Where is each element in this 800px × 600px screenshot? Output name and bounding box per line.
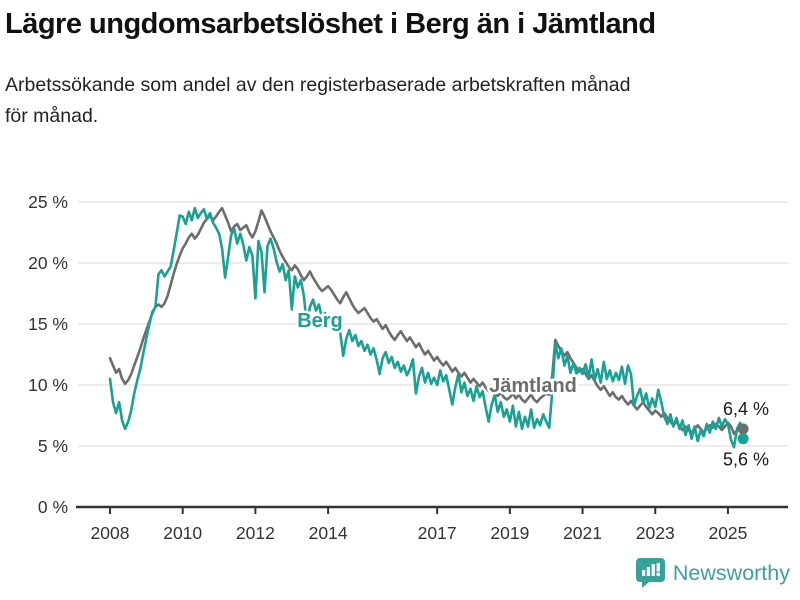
end-dot-jämtland: [737, 423, 749, 435]
unemployment-line-chart: 0 % 5 % 10 % 15 % 20 % 25 % 2008 2010 2012 2014 20…: [28, 192, 788, 543]
y-tick-label: 0 %: [38, 497, 68, 517]
x-tick-label: 2021: [563, 523, 602, 543]
x-tick-label: 2014: [309, 523, 348, 543]
x-tick-label: 2023: [636, 523, 675, 543]
series-line-jämtland: [108, 206, 745, 436]
bar-chart-speech-bubble-icon: [635, 558, 665, 588]
end-value-label: 6,4 %: [723, 399, 769, 419]
y-tick-label: 5 %: [38, 436, 68, 456]
series-label-jämtland: Jämtland: [489, 375, 577, 397]
y-tick-label: 25 %: [28, 192, 68, 212]
page-title: Lägre ungdomsarbetslöshet i Berg än i Jä…: [5, 8, 656, 40]
chart-subtitle: Arbetssökande som andel av den registerb…: [5, 70, 785, 132]
x-tick-label: 2025: [708, 523, 747, 543]
newsworthy-brand: Newsworthy: [635, 557, 790, 589]
series-line-berg: [108, 206, 745, 449]
brand-name: Newsworthy: [672, 560, 790, 585]
x-tick-label: 2008: [91, 523, 130, 543]
series-label-berg: Berg: [297, 310, 343, 332]
subtitle-line-2: för månad.: [5, 105, 99, 127]
x-tick-label: 2019: [490, 523, 529, 543]
subtitle-line-1: Arbetssökande som andel av den registerb…: [5, 74, 631, 96]
x-tick-label: 2010: [163, 523, 202, 543]
end-value-label: 5,6 %: [723, 450, 769, 470]
end-dot-berg: [737, 433, 749, 445]
y-tick-label: 20 %: [28, 253, 68, 273]
x-tick-label: 2012: [236, 523, 275, 543]
x-tick-label: 2017: [418, 523, 457, 543]
y-tick-label: 10 %: [28, 375, 68, 395]
y-tick-label: 15 %: [28, 314, 68, 334]
